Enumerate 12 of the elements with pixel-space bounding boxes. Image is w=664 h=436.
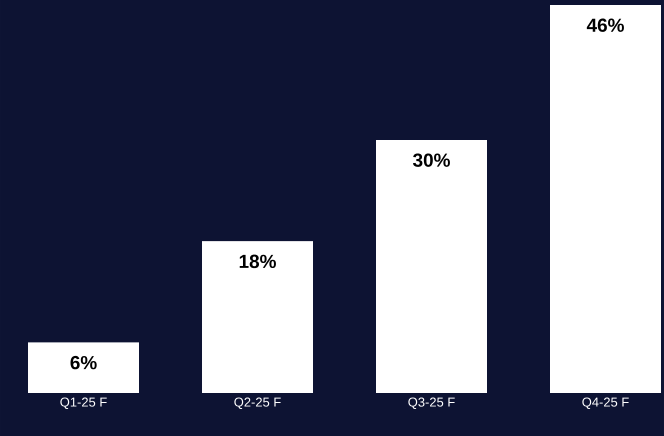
x-tick-label: Q2-25 F bbox=[234, 398, 281, 409]
data-label: 6% bbox=[70, 356, 97, 370]
bar bbox=[550, 4, 662, 393]
data-label: 18% bbox=[240, 254, 276, 268]
x-tick-label: Q4-25 F bbox=[582, 398, 629, 409]
data-label: 46% bbox=[586, 18, 624, 32]
bar bbox=[28, 342, 139, 393]
data-label: 30% bbox=[412, 153, 450, 167]
bar bbox=[202, 241, 314, 393]
x-tick-label: Q1-25 F bbox=[60, 398, 107, 409]
bar bbox=[376, 140, 487, 393]
x-tick-label: Q3-25 F bbox=[408, 398, 455, 409]
